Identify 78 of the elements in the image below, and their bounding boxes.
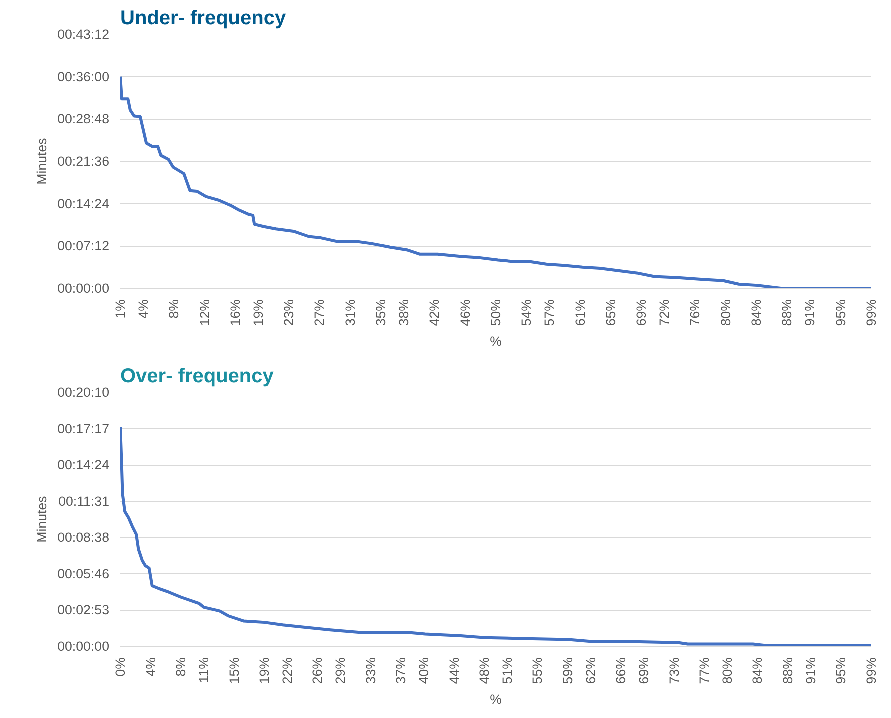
x-tick-label: 99% [864, 299, 879, 326]
x-tick-label: 57% [542, 299, 558, 326]
x-tick-label: 88% [780, 657, 796, 684]
x-tick-label: 80% [720, 657, 735, 684]
x-tick-label: 38% [396, 299, 412, 326]
chart-title: Under- frequency [120, 8, 287, 30]
x-tick-label: 33% [363, 657, 378, 684]
x-tick-label: 61% [572, 299, 588, 326]
chart-title: Over- frequency [120, 366, 275, 388]
x-tick-label: 72% [657, 299, 672, 326]
x-tick-label: 23% [282, 299, 297, 326]
y-tick-label: 00:14:24 [58, 458, 110, 473]
y-tick-label: 00:00:00 [58, 639, 110, 654]
y-tick-label: 00:43:12 [58, 27, 110, 42]
x-tick-label: 50% [488, 299, 504, 326]
x-tick-label: 35% [374, 299, 389, 326]
x-tick-label: 66% [614, 657, 629, 684]
x-tick-label: 26% [310, 657, 326, 684]
line-series [120, 75, 872, 288]
x-tick-label: 95% [833, 299, 848, 326]
x-tick-label: 31% [342, 299, 358, 326]
line-series [120, 426, 872, 646]
x-tick-label: 77% [697, 657, 712, 684]
x-tick-label: 54% [519, 299, 534, 326]
y-tick-label: 00:00:00 [58, 281, 110, 296]
y-tick-label: 00:17:17 [58, 421, 110, 436]
x-tick-label: 16% [228, 299, 243, 326]
x-tick-label: 62% [583, 657, 598, 684]
x-tick-label: 91% [802, 299, 818, 326]
x-tick-label: 88% [780, 299, 795, 326]
x-tick-label: 40% [416, 657, 432, 684]
x-tick-label: 27% [312, 299, 328, 326]
y-tick-label: 00:28:48 [58, 112, 110, 127]
x-tick-label: 91% [803, 657, 818, 684]
x-tick-label: 69% [634, 299, 650, 326]
y-tick-label: 00:08:38 [58, 530, 110, 546]
x-tick-label: 37% [394, 657, 409, 684]
x-tick-label: 15% [226, 657, 242, 684]
y-tick-label: 00:20:10 [58, 385, 110, 400]
x-tick-label: 19% [257, 657, 272, 684]
x-axis-title: % [490, 334, 502, 350]
x-tick-label: 8% [174, 657, 189, 677]
y-axis-title: Minutes [34, 138, 50, 185]
y-tick-label: 00:36:00 [58, 69, 110, 84]
y-tick-label: 00:14:24 [58, 196, 110, 212]
x-tick-label: 73% [666, 657, 682, 684]
x-tick-label: 44% [446, 657, 462, 684]
y-tick-label: 00:07:12 [58, 238, 110, 254]
x-tick-label: 65% [603, 299, 618, 326]
x-tick-label: 11% [196, 657, 212, 684]
x-tick-label: 29% [332, 657, 348, 684]
x-tick-label: 95% [834, 657, 849, 684]
x-tick-label: 8% [166, 299, 182, 319]
x-tick-label: 55% [530, 657, 546, 684]
x-tick-label: 4% [143, 657, 158, 677]
x-tick-label: 42% [427, 299, 442, 326]
x-tick-label: 46% [458, 299, 473, 326]
x-tick-label: 76% [688, 299, 703, 326]
y-tick-label: 00:21:36 [58, 154, 110, 169]
x-tick-label: 59% [560, 657, 576, 684]
y-axis-title: Minutes [34, 496, 50, 543]
x-tick-label: 99% [864, 657, 879, 684]
x-tick-label: 51% [500, 657, 515, 684]
x-tick-label: 84% [750, 657, 766, 684]
x-tick-label: 12% [197, 299, 212, 326]
x-tick-label: 1% [113, 299, 128, 319]
x-tick-label: 4% [136, 299, 151, 319]
x-tick-label: 19% [250, 299, 266, 326]
x-tick-label: 48% [477, 657, 492, 684]
y-tick-label: 00:11:31 [58, 494, 110, 509]
y-tick-label: 00:05:46 [58, 566, 110, 582]
x-tick-label: 80% [718, 299, 734, 326]
x-tick-label: 69% [636, 657, 652, 684]
x-axis-title: % [490, 692, 502, 708]
y-tick-label: 00:02:53 [58, 602, 110, 618]
x-tick-label: 84% [749, 299, 764, 326]
x-tick-label: 0% [113, 657, 128, 677]
x-tick-label: 22% [280, 657, 295, 684]
